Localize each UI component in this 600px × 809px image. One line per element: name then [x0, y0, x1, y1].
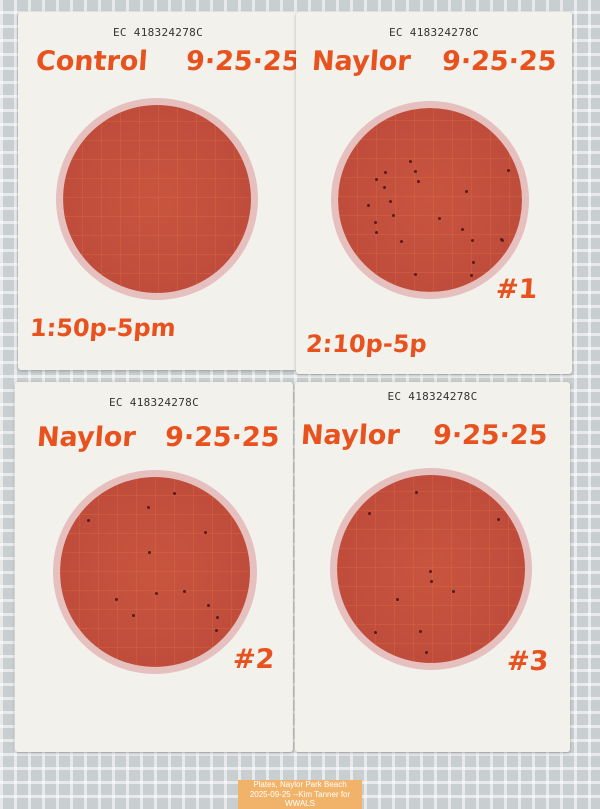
colony-dot	[203, 530, 207, 534]
caption-line-1: Plates, Naylor Park Beach	[253, 780, 347, 789]
colony-dot	[418, 629, 422, 633]
colony-dot	[373, 221, 377, 225]
plate-date: 9·25·25	[440, 46, 558, 77]
plate-number: #3	[505, 646, 550, 677]
plate-name: Naylor	[299, 420, 401, 451]
colony-dot	[499, 237, 503, 241]
colony-dot	[461, 227, 465, 231]
colony-dot	[214, 628, 218, 632]
colony-dot	[507, 168, 511, 172]
colony-dot	[154, 591, 158, 595]
colony-dot	[413, 273, 417, 277]
plate-number: #1	[494, 274, 539, 305]
colony-dot	[430, 579, 434, 583]
colony-dot	[415, 491, 419, 495]
caption-line-2: 2025-09-25 --Kim Tanner for WWALS	[249, 789, 351, 809]
colony-dot	[400, 240, 404, 244]
colony-dot	[367, 511, 371, 515]
colony-dot	[173, 492, 177, 496]
plate-3: EC 418324278C Naylor 9·25·25 #3	[295, 382, 570, 752]
colony-dot	[470, 273, 474, 277]
colony-dot	[147, 551, 151, 555]
plate-code: EC 418324278C	[389, 26, 479, 39]
colony-dot	[375, 230, 379, 234]
plate-number: #2	[231, 644, 276, 675]
plate-date: 9·25·25	[184, 46, 302, 77]
colony-dot	[438, 216, 442, 220]
colony-dot	[215, 616, 219, 620]
colony-dot	[366, 203, 370, 207]
petri-film-dish	[337, 475, 525, 663]
colony-dot	[391, 213, 395, 217]
plate-code: EC 418324278C	[387, 390, 478, 403]
plate-code: EC 418324278C	[113, 26, 203, 39]
plate-2: EC 418324278C Naylor 9·25·25 #2	[15, 382, 293, 752]
colony-dot	[146, 506, 150, 510]
colony-dot	[384, 171, 388, 175]
plate-code: EC 418324278C	[109, 396, 199, 409]
colony-dot	[501, 239, 505, 243]
plate-name: Control	[34, 46, 149, 77]
colony-dot	[131, 613, 135, 617]
petri-film-dish	[338, 108, 522, 292]
plate-time: 1:50p-5pm	[29, 314, 177, 342]
plate-name: Naylor	[35, 422, 137, 453]
colony-dot	[425, 650, 429, 654]
plate-1: EC 418324278C Naylor 9·25·25 #1 2:10p-5p	[296, 12, 572, 374]
colony-dot	[408, 160, 412, 164]
colony-dot	[417, 180, 421, 184]
petri-film-dish	[60, 477, 250, 667]
plate-date: 9·25·25	[431, 420, 549, 451]
colony-dot	[206, 604, 210, 608]
colony-dot	[374, 631, 378, 635]
colony-dot	[465, 189, 469, 193]
colony-dot	[452, 590, 456, 594]
colony-dot	[470, 238, 474, 242]
colony-dot	[375, 178, 379, 182]
colony-dot	[497, 517, 501, 521]
plate-name: Naylor	[310, 46, 412, 77]
colony-dot	[114, 598, 118, 602]
plate-control: EC 418324278C Control 9·25·25 1:50p-5pm	[18, 12, 302, 370]
petri-film-dish	[63, 105, 251, 293]
colony-dot	[395, 597, 399, 601]
plate-date: 9·25·25	[163, 422, 281, 453]
colony-dot	[472, 261, 476, 265]
colony-dot	[183, 589, 187, 593]
colony-dot	[383, 185, 387, 189]
colony-dot	[414, 170, 418, 174]
photo-caption: Plates, Naylor Park Beach 2025-09-25 --K…	[238, 780, 362, 809]
colony-dot	[86, 519, 90, 523]
colony-dot	[429, 570, 433, 574]
colony-dot	[388, 200, 392, 204]
plate-time: 2:10p-5p	[305, 330, 428, 358]
